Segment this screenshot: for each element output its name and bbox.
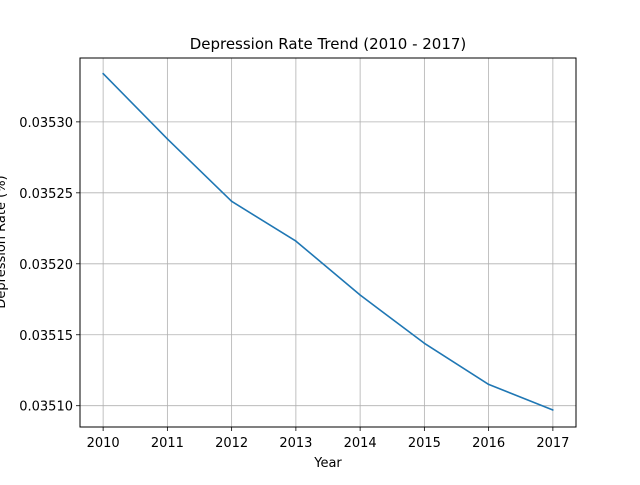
data-point — [230, 200, 233, 203]
series-layer — [102, 72, 554, 411]
y-tick-label: 0.03525 — [19, 187, 73, 202]
ticks: 2010 2011 2012 2013 2014 2015 2016 2017 0.03510 0… — [19, 116, 569, 451]
data-point — [295, 240, 297, 242]
y-tick-label: 0.03520 — [19, 258, 73, 273]
x-tick-label: 2012 — [215, 436, 248, 451]
data-point — [166, 138, 169, 140]
data-point — [487, 383, 490, 386]
data-point — [102, 72, 104, 75]
data-point — [552, 409, 554, 411]
y-axis-label: Depression Rate (%) — [0, 175, 9, 308]
grid — [80, 58, 576, 427]
data-point — [359, 294, 361, 296]
x-tick-label: 2010 — [87, 436, 120, 451]
chart-title: Depression Rate Trend (2010 - 2017) — [190, 35, 467, 53]
y-tick-label: 0.03510 — [19, 400, 73, 415]
x-axis-label: Year — [313, 456, 342, 471]
data-point — [423, 342, 426, 345]
y-tick-label: 0.03530 — [19, 116, 73, 131]
series-line — [102, 73, 554, 411]
plot-frame — [79, 57, 577, 428]
x-tick-label: 2014 — [344, 436, 377, 451]
x-tick-label: 2015 — [408, 436, 441, 451]
x-tick-label: 2016 — [472, 436, 505, 451]
y-tick-label: 0.03515 — [19, 329, 73, 344]
x-tick-label: 2011 — [151, 436, 184, 451]
x-tick-label: 2017 — [536, 436, 569, 451]
x-tick-label: 2013 — [279, 436, 312, 451]
